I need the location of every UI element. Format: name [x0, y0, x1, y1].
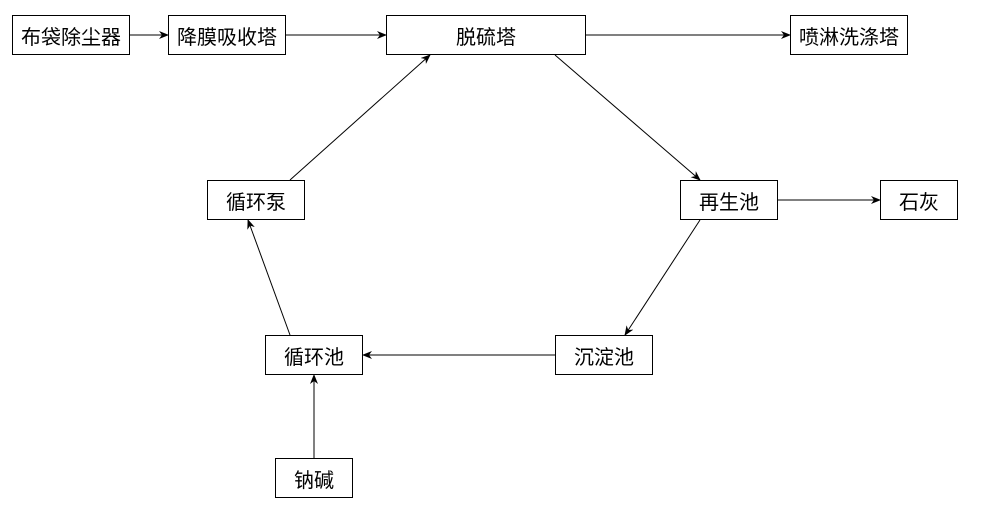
- flowchart-edges-layer: [0, 0, 1000, 521]
- node-soda: 钠碱: [275, 458, 353, 498]
- edge-circ-pump-to-desulfur-tower: [290, 55, 430, 180]
- edge-desulfur-tower-to-regen-tank: [555, 55, 700, 180]
- node-regen-tank: 再生池: [680, 180, 778, 220]
- edge-circ-tank-to-circ-pump: [248, 220, 290, 335]
- node-desulfur-tower: 脱硫塔: [386, 15, 586, 55]
- node-label: 再生池: [699, 186, 759, 215]
- node-label: 循环泵: [226, 186, 286, 215]
- node-label: 沉淀池: [574, 341, 634, 370]
- node-label: 布袋除尘器: [21, 21, 121, 50]
- node-label: 降膜吸收塔: [177, 21, 277, 50]
- node-label: 循环池: [284, 341, 344, 370]
- node-circ-tank: 循环池: [265, 335, 363, 375]
- node-label: 喷淋洗涤塔: [799, 21, 899, 50]
- node-label: 脱硫塔: [456, 21, 516, 50]
- node-circ-pump: 循环泵: [207, 180, 305, 220]
- node-falling-film: 降膜吸收塔: [168, 15, 286, 55]
- node-spray-scrubber: 喷淋洗涤塔: [790, 15, 908, 55]
- node-bag-filter: 布袋除尘器: [12, 15, 130, 55]
- node-settling-tank: 沉淀池: [555, 335, 653, 375]
- node-label: 钠碱: [294, 464, 334, 493]
- node-lime: 石灰: [880, 180, 958, 220]
- node-label: 石灰: [899, 186, 939, 215]
- edge-regen-tank-to-settling-tank: [625, 220, 700, 335]
